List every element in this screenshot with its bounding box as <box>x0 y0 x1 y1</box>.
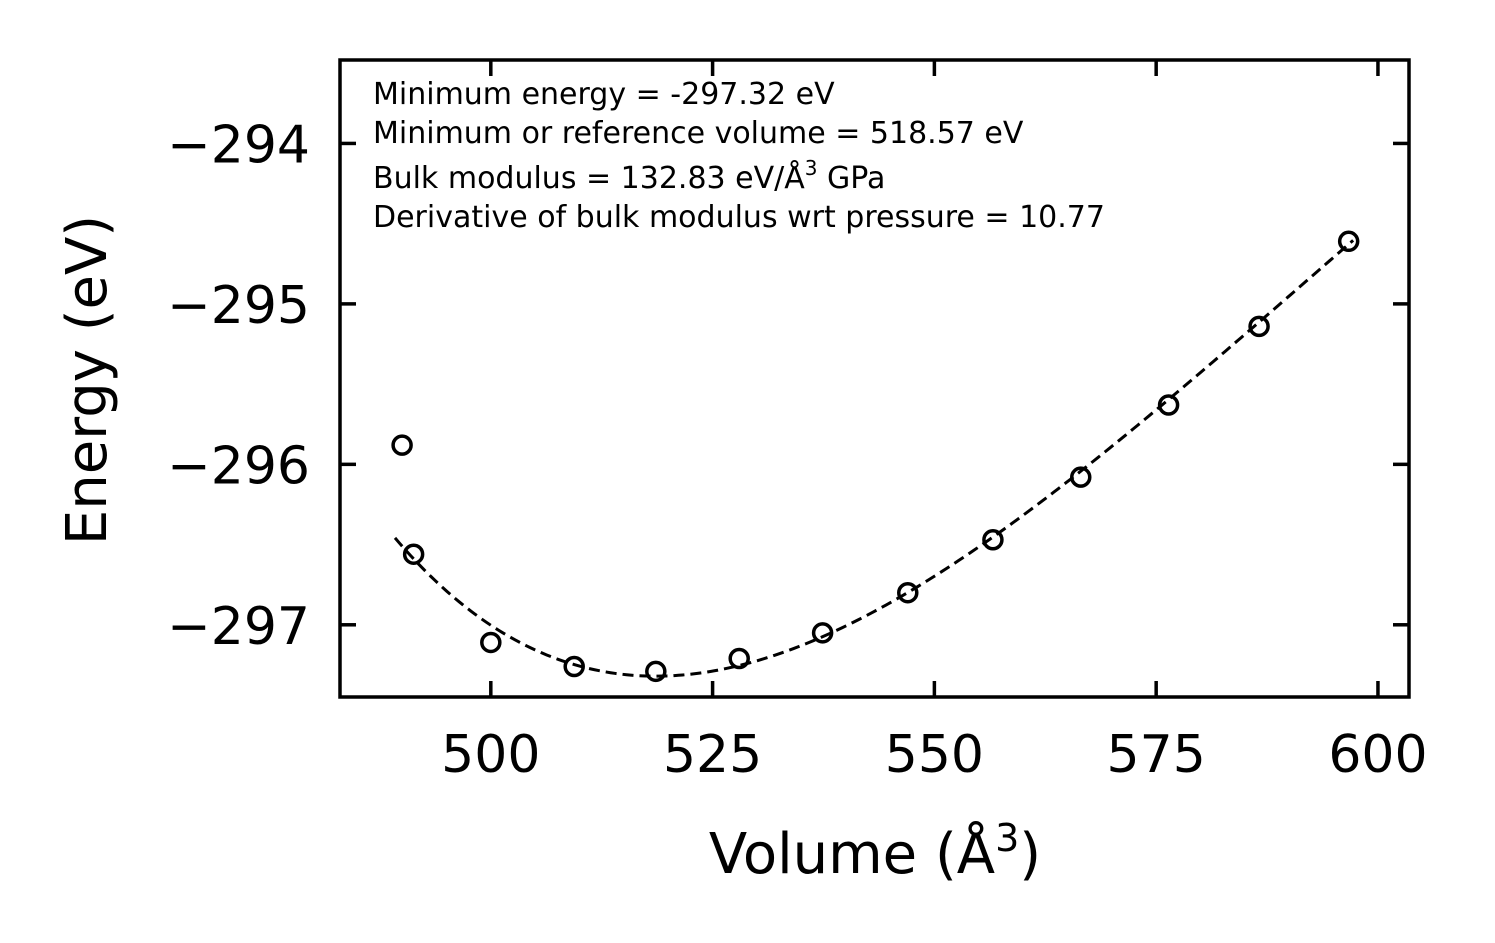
data-point <box>1248 315 1270 338</box>
y-axis-label: Energy (eV) <box>55 215 120 545</box>
data-points-group <box>391 230 1360 683</box>
y-tick-label: −297 <box>167 597 310 657</box>
x-tick-label: 575 <box>1107 725 1206 785</box>
data-point <box>402 543 425 565</box>
data-point <box>480 631 502 654</box>
annotation-reference-volume: Minimum or reference volume = 518.57 eV <box>373 116 1024 151</box>
annotation-bulk-modulus-derivative: Derivative of bulk modulus wrt pressure … <box>373 200 1105 235</box>
y-tick-label: −295 <box>167 276 310 336</box>
x-tick-label: 600 <box>1328 725 1427 785</box>
annotation-bulk-modulus: Bulk modulus = 132.83 eV/Å3 GPa <box>373 156 885 196</box>
x-axis-label-superscript: 3 <box>995 816 1019 860</box>
annotation-bulk-modulus-superscript: 3 <box>805 156 818 180</box>
data-point <box>1337 230 1360 253</box>
data-point <box>1157 394 1180 416</box>
x-tick-label: 500 <box>441 725 540 785</box>
fit-curve-group <box>393 239 1355 678</box>
data-point <box>563 655 585 678</box>
x-axis-label: Volume (Å3) <box>709 816 1041 887</box>
annotation-bulk-modulus-text: Bulk modulus = 132.83 eV/Å <box>373 160 805 196</box>
data-point <box>728 647 750 670</box>
x-axis-label-text: Volume (Å <box>709 821 995 887</box>
x-tick-label: 525 <box>663 725 762 785</box>
y-tick-label: −294 <box>167 115 310 175</box>
x-axis-label-close: ) <box>1019 822 1041 887</box>
data-point <box>982 529 1004 551</box>
plot-frame <box>338 58 1411 699</box>
data-point <box>391 434 413 456</box>
ticks-group: 500 525 550 575 600 −294 −295 −296 −297 <box>167 60 1428 785</box>
y-tick-label: −296 <box>167 436 310 496</box>
data-point <box>645 660 667 683</box>
x-tick-label: 550 <box>885 725 984 785</box>
eos-fit-curve <box>393 239 1355 678</box>
annotation-min-energy: Minimum energy = -297.32 eV <box>373 77 835 112</box>
annotation-bulk-modulus-suffix: GPa <box>818 161 886 196</box>
data-point <box>897 581 919 604</box>
data-point <box>1070 466 1092 488</box>
data-point <box>811 622 834 644</box>
